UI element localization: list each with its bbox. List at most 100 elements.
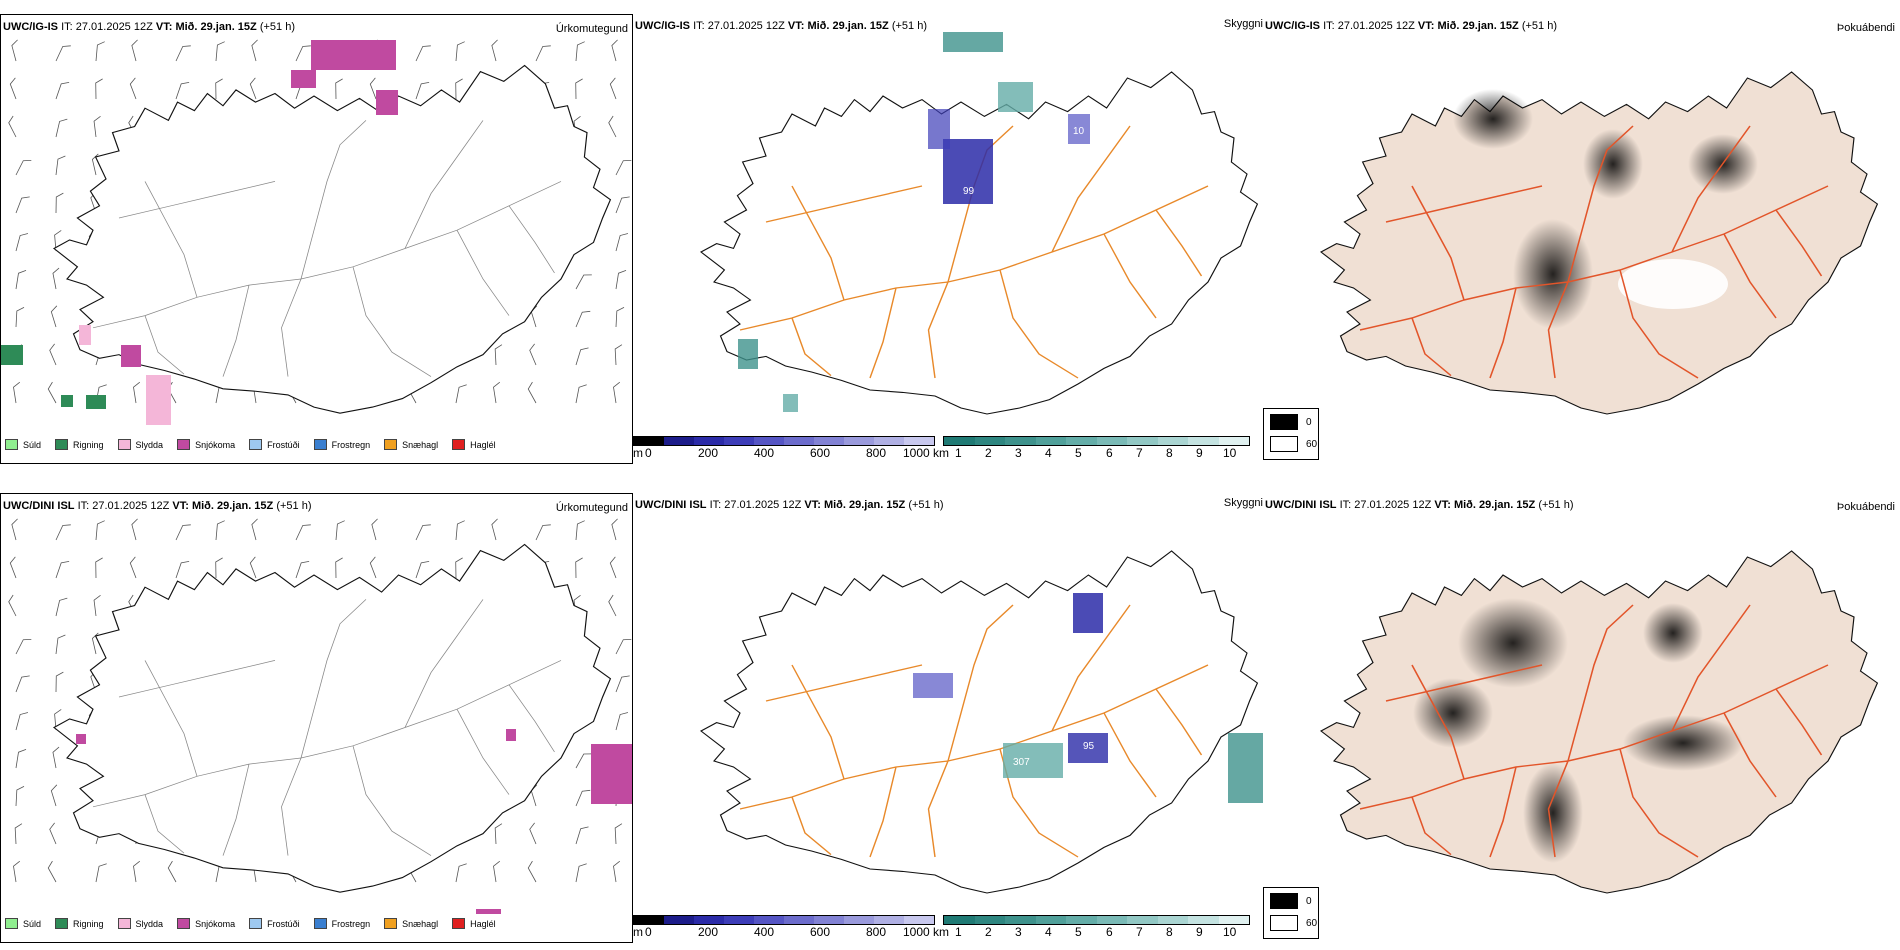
legend-swatch <box>117 918 131 929</box>
colorbar-segment <box>754 437 784 445</box>
precip-type-label: Úrkomutegund <box>555 23 628 35</box>
panel-title: UWC/DINI ISL IT: 27.01.2025 12Z VT: Mið.… <box>3 500 312 512</box>
wind-barb <box>175 560 190 579</box>
wind-barb <box>415 524 431 541</box>
wind-barb <box>15 196 30 214</box>
colorbar-segment <box>904 916 934 924</box>
wind-barb <box>15 159 32 176</box>
vis-tick: 1 <box>955 446 962 460</box>
wind-barb <box>129 556 137 579</box>
vis-tick: 6 <box>1106 925 1113 939</box>
wind-barb <box>8 594 17 617</box>
visibility-label: Skyggni <box>1223 18 1263 30</box>
wind-barb <box>175 524 191 541</box>
wind-barb <box>131 518 138 541</box>
wind-barb <box>55 671 64 693</box>
legend-item: Snjókoma <box>177 918 235 929</box>
vis-value-label: 95 <box>1083 741 1095 752</box>
wind-barb <box>611 39 618 62</box>
ceiling-colorbar: m 0 200 400 600 800 1000 <box>633 915 935 943</box>
legend-swatch <box>55 439 69 450</box>
legend-swatch <box>313 918 327 929</box>
wind-barb <box>251 39 258 62</box>
panel-title: UWC/IG-IS IT: 27.01.2025 12Z VT: Mið. 29… <box>3 21 295 33</box>
ceiling-tick: 400 <box>754 925 775 939</box>
wind-barb <box>455 557 463 579</box>
fog-swatch <box>1270 436 1298 452</box>
wind-barb <box>529 343 537 366</box>
legend-item: Haglél <box>452 439 496 450</box>
visibility-map: 307 95 <box>700 550 1263 894</box>
panel-title: UWC/DINI ISL IT: 27.01.2025 12Z VT: Mið.… <box>1265 499 1574 511</box>
colorbar-segment <box>1157 916 1188 924</box>
wind-barb <box>13 381 21 404</box>
precip-legend: Súld Rigning Slydda Snjókoma Frostúði Fr… <box>5 439 496 450</box>
wind-barb <box>608 115 617 138</box>
vis-value-label: 99 <box>963 186 975 197</box>
colorbar-segment <box>724 437 754 445</box>
colorbar-segment <box>784 437 814 445</box>
fog-label: Þokuábendi <box>1836 501 1895 513</box>
wind-barb <box>494 823 503 845</box>
fog-panel-top: UWC/IG-IS IT: 27.01.2025 12Z VT: Mið. 29… <box>1263 14 1900 464</box>
precip-map <box>8 518 632 914</box>
wind-barb <box>50 305 58 328</box>
wind-barb <box>55 118 68 138</box>
wind-barb <box>52 746 60 769</box>
wind-barb <box>131 39 138 62</box>
vis-tick: 8 <box>1166 925 1173 939</box>
wind-barb <box>175 81 190 100</box>
wind-barb <box>95 78 103 100</box>
wind-barb <box>614 823 623 845</box>
vis-tick: 4 <box>1045 446 1052 460</box>
wind-barb <box>609 556 617 579</box>
colorbar-segment <box>874 437 904 445</box>
wind-barb <box>369 556 377 579</box>
ceiling-tick: 400 <box>754 446 775 460</box>
wind-barb <box>491 518 498 541</box>
colorbar-segment <box>754 916 784 924</box>
wind-barb <box>49 343 57 366</box>
visibility-map: 99 10 <box>700 32 1259 415</box>
colorbar-segment <box>814 437 844 445</box>
wind-barb <box>15 638 32 655</box>
wind-barb <box>15 307 25 328</box>
wind-barb <box>249 77 257 100</box>
wind-barb <box>54 230 62 252</box>
ceiling-tick: 1000 <box>903 925 930 939</box>
wind-barb <box>175 45 191 62</box>
legend-item: Frostúði <box>249 439 300 450</box>
wind-barb <box>415 81 430 100</box>
vis-tick: 6 <box>1106 446 1113 460</box>
wind-barb <box>608 594 617 617</box>
legend-swatch <box>5 439 18 450</box>
wind-barb <box>95 520 105 541</box>
wind-barb <box>47 381 57 404</box>
visibility-colorbar-strip <box>943 436 1250 446</box>
colorbar-segment <box>814 916 844 924</box>
ceiling-tick: 0 <box>645 925 652 939</box>
legend-swatch <box>249 918 263 929</box>
wind-barb <box>335 520 345 541</box>
colorbar-segment <box>694 437 724 445</box>
wind-barb <box>8 115 17 138</box>
wind-barb <box>493 860 501 883</box>
colorbar-segment <box>784 916 814 924</box>
legend-swatch <box>117 439 131 450</box>
wind-barb <box>575 347 589 366</box>
fog-legend: 0 60 <box>1263 408 1319 460</box>
wind-barb <box>15 675 30 693</box>
ceiling-tick: 1000 <box>903 446 930 460</box>
wind-barb <box>167 860 177 883</box>
wind-barb <box>575 78 583 100</box>
visibility-panel-bottom: UWC/DINI ISL IT: 27.01.2025 12Z VT: Mið.… <box>633 493 1263 943</box>
wind-barb <box>369 77 377 100</box>
legend-swatch <box>55 918 69 929</box>
fog-map <box>1320 71 1879 415</box>
colorbar-segment <box>1005 916 1036 924</box>
precip-type-label: Úrkomutegund <box>555 502 628 514</box>
colorbar-segment <box>694 916 724 924</box>
panel-title: UWC/DINI ISL IT: 27.01.2025 12Z VT: Mið.… <box>635 499 944 511</box>
legend-item: Frostregn <box>313 918 370 929</box>
wind-barb <box>95 41 105 62</box>
